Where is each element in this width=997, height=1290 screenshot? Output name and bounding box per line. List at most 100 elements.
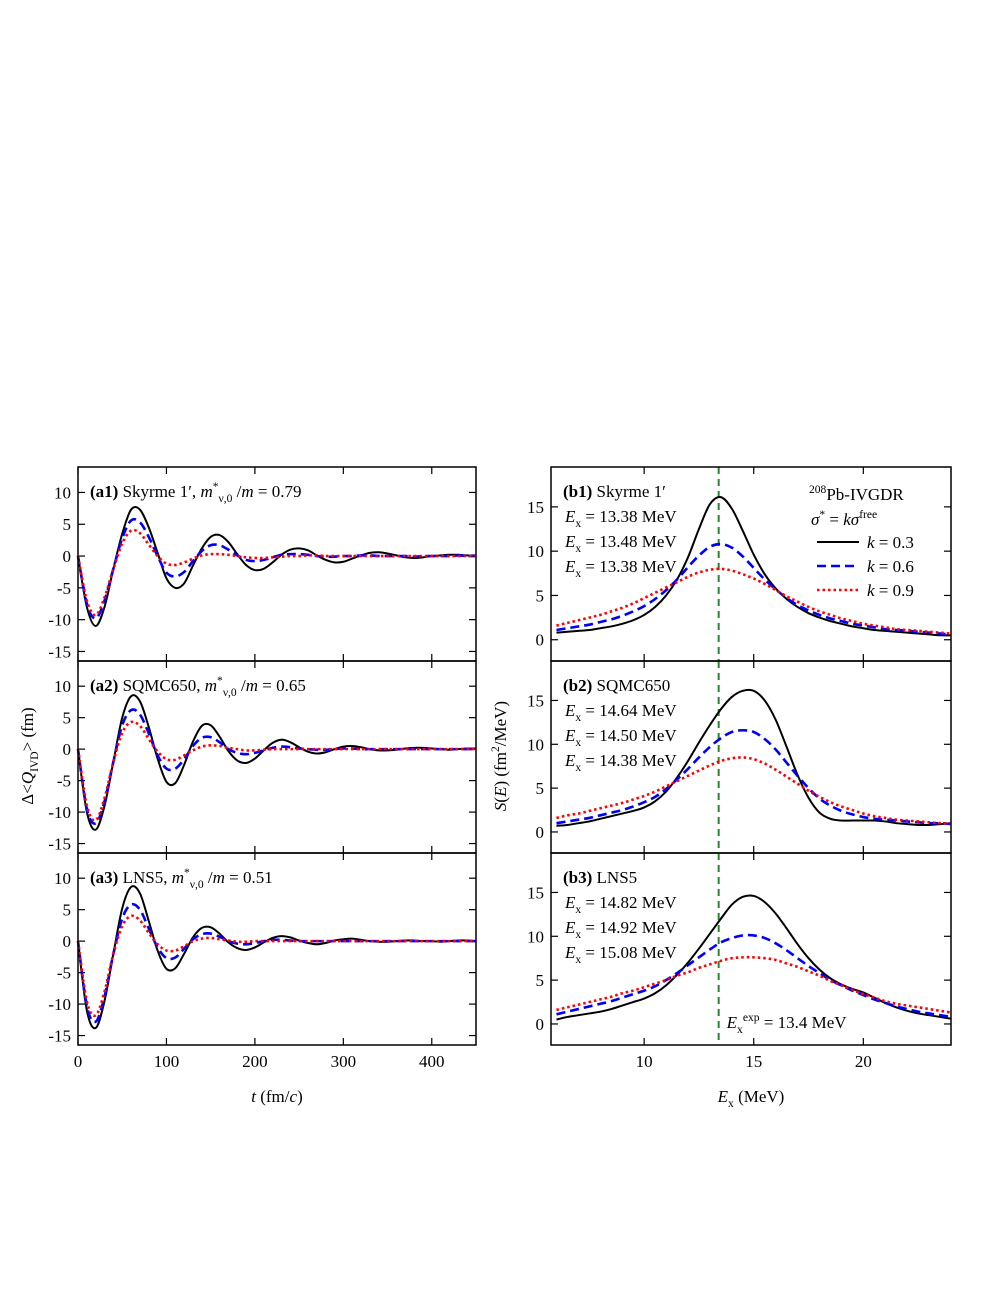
text-segment: Skyrme 1′, — [118, 482, 200, 501]
text-segment: = — [825, 510, 843, 529]
x-axis-label: t (fm/c) — [251, 1087, 302, 1106]
text-segment: = 0.51 — [225, 868, 273, 887]
text-segment: ( — [491, 797, 510, 803]
text-segment: E — [564, 532, 576, 551]
peak-energy-label: Ex = 14.82 MeV — [564, 893, 677, 916]
text-segment: = 14.38 MeV — [581, 751, 677, 770]
text-segment: kσ — [843, 510, 860, 529]
text-segment: = 14.92 MeV — [581, 918, 677, 937]
y-tick-label: -10 — [48, 803, 71, 822]
text-segment: = 13.4 MeV — [760, 1013, 848, 1032]
text-segment: Q — [18, 772, 37, 784]
y-tick-label: 0 — [63, 740, 72, 759]
text-segment: t — [251, 1087, 257, 1106]
y-tick-label: 10 — [527, 927, 544, 946]
data-line — [76, 914, 477, 1018]
x-tick-label: 200 — [242, 1052, 268, 1071]
y-tick-label: 5 — [63, 709, 72, 728]
text-segment: ν,0 — [190, 878, 204, 891]
y-tick-label: 10 — [527, 735, 544, 754]
text-segment: x — [728, 1097, 734, 1110]
peak-energy-label: Ex = 14.50 MeV — [564, 726, 677, 749]
text-segment: E — [564, 893, 576, 912]
y-tick-label: 0 — [63, 932, 72, 951]
text-segment: E — [491, 786, 510, 798]
text-segment: (b1) — [563, 482, 592, 501]
text-segment: E — [564, 557, 576, 576]
text-segment: = 13.38 MeV — [581, 557, 677, 576]
data-line — [77, 885, 477, 1030]
legend-label: k = 0.9 — [867, 581, 914, 600]
text-segment: = 15.08 MeV — [581, 943, 677, 962]
panel-label: (a3) LNS5, m*ν,0 /m = 0.51 — [90, 866, 273, 891]
plot-frame — [77, 852, 477, 1046]
text-segment: S — [491, 802, 510, 811]
text-segment: (b3) — [563, 868, 592, 887]
text-segment: 208 — [809, 483, 827, 496]
text-segment: E — [717, 1087, 729, 1106]
text-segment: = 13.38 MeV — [581, 507, 677, 526]
text-segment: (MeV) — [734, 1087, 785, 1106]
y-tick-label: 0 — [536, 1015, 545, 1034]
y-tick-label: -15 — [48, 835, 71, 854]
y-tick-label: -10 — [48, 995, 71, 1014]
text-segment: c — [290, 1087, 298, 1106]
data-line — [76, 528, 476, 617]
text-segment: x — [575, 903, 581, 916]
y-tick-label: 5 — [536, 971, 545, 990]
text-segment: E — [564, 751, 576, 770]
text-segment: = 14.50 MeV — [581, 726, 677, 745]
text-segment: x — [575, 517, 581, 530]
y-tick-label: -10 — [48, 611, 71, 630]
y-tick-label: 15 — [527, 883, 544, 902]
x-tick-label: 0 — [74, 1052, 83, 1071]
y-tick-label: 0 — [536, 631, 545, 650]
data-line — [77, 505, 477, 628]
text-segment: E — [564, 918, 576, 937]
text-segment: x — [575, 711, 581, 724]
text-segment: ) (fm — [491, 752, 510, 786]
text-segment: (fm/ — [256, 1087, 290, 1106]
text-segment: x — [575, 928, 581, 941]
y-tick-label: 10 — [54, 869, 71, 888]
text-segment: /MeV) — [491, 701, 510, 746]
y-tick-label: 5 — [536, 779, 545, 798]
y-tick-label: 0 — [63, 547, 72, 566]
text-segment: E — [564, 507, 576, 526]
x-tick-label: 300 — [331, 1052, 357, 1071]
text-segment: = 0.79 — [254, 482, 302, 501]
text-segment: / — [204, 868, 213, 887]
panel-label: (b1) Skyrme 1′ — [563, 482, 666, 501]
text-segment: σ — [811, 510, 820, 529]
x-tick-label: 100 — [154, 1052, 180, 1071]
data-line — [76, 708, 476, 825]
data-line — [76, 902, 477, 1024]
text-segment: Δ< — [18, 784, 37, 805]
text-segment: * — [184, 866, 190, 879]
text-segment: SQMC650, — [118, 676, 204, 695]
text-segment: E — [726, 1013, 738, 1032]
text-segment: m — [241, 482, 253, 501]
data-line — [556, 955, 952, 1014]
text-segment: ν,0 — [223, 686, 237, 699]
peak-energy-label: Ex = 14.92 MeV — [564, 918, 677, 941]
text-segment: E — [564, 701, 576, 720]
text-segment: m — [213, 868, 225, 887]
text-segment: ν,0 — [219, 492, 233, 505]
text-segment: = 0.9 — [875, 581, 914, 600]
data-line — [77, 694, 477, 831]
x-axis-label: Ex (MeV) — [717, 1087, 785, 1110]
text-segment: k — [867, 557, 875, 576]
y-tick-label: 10 — [527, 542, 544, 561]
text-segment: E — [564, 943, 576, 962]
y-tick-label: 15 — [527, 498, 544, 517]
text-segment: * — [217, 674, 223, 687]
y-tick-label: 10 — [54, 677, 71, 696]
peak-energy-label: Ex = 13.48 MeV — [564, 532, 677, 555]
text-segment: * — [213, 480, 219, 493]
y-tick-label: -15 — [48, 642, 71, 661]
plot-frame — [550, 852, 952, 1046]
text-segment: x — [575, 567, 581, 580]
text-segment: = 14.82 MeV — [581, 893, 677, 912]
